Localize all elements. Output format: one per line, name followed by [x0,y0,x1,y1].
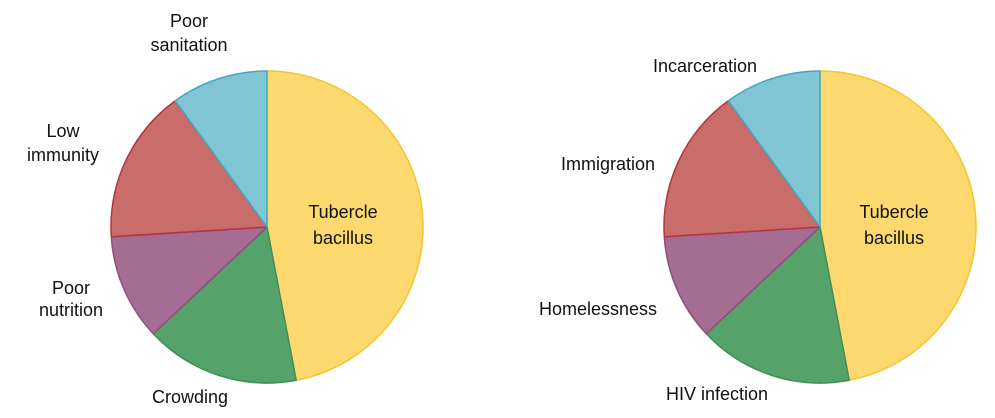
slice-label-crowding: Crowding [152,387,228,407]
pie-slice-tubercle-bacillus [266,70,424,381]
pie-slice-incarceration [727,70,821,228]
slice-label-immigration: Immigration [561,154,655,174]
pie-slice-hiv-infection [705,226,850,384]
slice-label-homelessness: Homelessness [539,299,657,319]
pie-slice-poor-sanitation [174,70,268,228]
slice-label-hiv-infection: HIV infection [666,384,768,404]
slice-label-tubercle-bacillus: Tubercle bacillus [859,202,928,248]
pie-slice-tubercle-bacillus [819,70,977,381]
pie-chart-right: Tubercle bacillus HIV infection Homelessnes… [539,56,977,404]
slice-label-low-immunity: Low immunity [27,121,99,165]
slice-label-poor-nutrition: Poor nutrition [39,278,103,320]
slice-label-tubercle-bacillus: Tubercle bacillus [308,202,377,248]
pie-slice-homelessness [663,226,821,335]
pie-slice-poor-nutrition [110,226,268,335]
pie-slice-crowding [152,226,297,384]
slice-label-poor-sanitation: Poor sanitation [150,11,227,55]
pie-slice-low-immunity [110,100,268,238]
pie-slice-immigration [663,100,821,238]
pie-chart-left: Tubercle bacillus Crowding Poor nutrition Low… [27,11,424,407]
slice-label-incarceration: Incarceration [653,56,757,76]
